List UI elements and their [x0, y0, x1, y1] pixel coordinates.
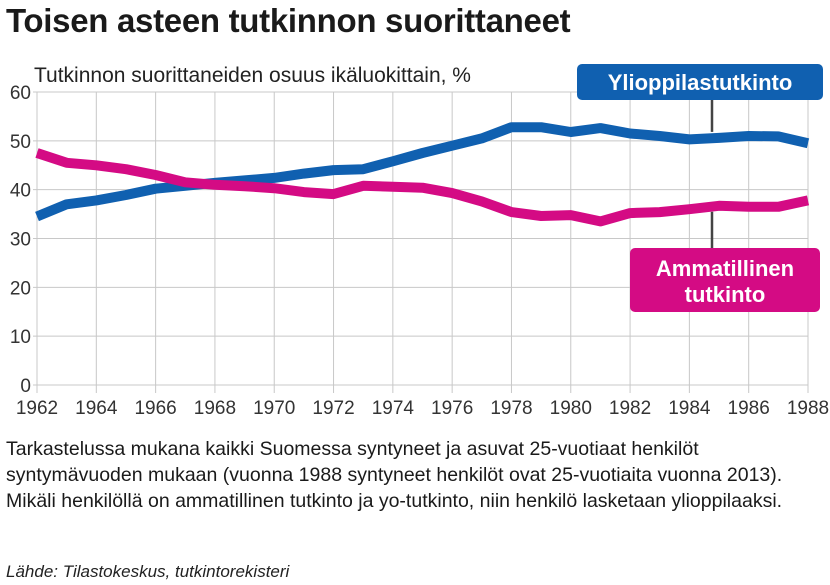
line-chart: Tutkinnon suorittaneiden osuus ikäluokit…: [10, 64, 829, 419]
x-tick-label: 1964: [75, 398, 118, 419]
footnote: Tarkastelussa mukana kaikki Suomessa syn…: [6, 438, 783, 512]
x-tick-label: 1988: [787, 398, 829, 419]
x-tick-label: 1986: [728, 398, 770, 419]
x-tick-label: 1982: [609, 398, 651, 419]
chart-title: Toisen asteen tutkinnon suorittaneet: [6, 2, 571, 39]
x-tick-label: 1966: [134, 398, 176, 419]
x-tick-label: 1978: [490, 398, 532, 419]
series-badge-ylioppilastutkinto: [577, 64, 823, 100]
x-tick-label: 1976: [431, 398, 473, 419]
x-tick-label: 1972: [312, 398, 354, 419]
x-axis-ticks: 1962 1964 1966 1968 1970 1972 1974 1976 1978 1980…: [16, 398, 829, 419]
y-tick-label: 30: [10, 230, 31, 251]
y-tick-label: 10: [10, 327, 31, 348]
y-tick-label: 60: [10, 83, 31, 104]
series-line-ylioppilastutkinto: [35, 122, 810, 222]
chart-subtitle: Tutkinnon suorittaneiden osuus ikäluokit…: [34, 64, 471, 87]
source-note: Lähde: Tilastokeskus, tutkintorekisteri: [6, 562, 290, 581]
y-axis-ticks: 0 10 20 30 40 50 60: [10, 83, 31, 397]
x-tick-label: 1984: [668, 398, 711, 419]
series-line-ammatillinen: [35, 148, 810, 227]
x-tick-label: 1962: [16, 398, 58, 419]
series-badge-ammatillinen: [630, 248, 820, 312]
y-tick-label: 0: [20, 376, 31, 397]
series-lines: [35, 122, 810, 227]
y-tick-label: 50: [10, 132, 31, 153]
series-label-ylioppilastutkinto: Ylioppilastutkinto: [608, 70, 793, 95]
y-tick-label: 20: [10, 278, 31, 299]
x-tick-label: 1974: [372, 398, 415, 419]
y-tick-label: 40: [10, 181, 31, 202]
x-tick-label: 1980: [550, 398, 592, 419]
series-label-ammatillinen: Ammatillinen tutkinto: [656, 256, 794, 307]
series-labels: Ylioppilastutkinto Ammatillinen tutkinto: [577, 64, 823, 312]
x-tick-label: 1970: [253, 398, 295, 419]
x-tick-label: 1968: [194, 398, 236, 419]
